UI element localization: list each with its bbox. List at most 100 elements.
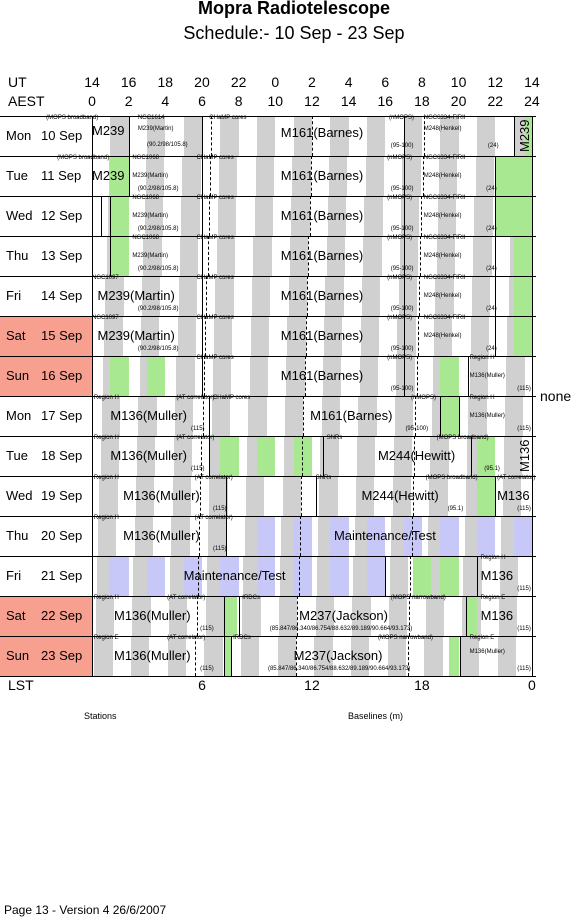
ut-tick: 2	[308, 74, 316, 90]
lst-dash	[302, 436, 304, 476]
aest-tick: 2	[124, 93, 133, 109]
lst-dash	[201, 436, 203, 476]
schedule-label: (115)	[517, 386, 531, 392]
lst-dash	[310, 156, 312, 196]
schedule-label: (AT correlator)	[167, 595, 206, 601]
schedule-label: (MOPS broadband)	[57, 155, 110, 161]
shading-band	[105, 276, 124, 316]
row-divider	[0, 196, 536, 197]
schedule-label: CHaMP cores	[196, 155, 234, 161]
colored-band	[110, 196, 129, 236]
shading-band	[397, 316, 416, 356]
colored-band	[220, 556, 239, 596]
aest-tick: 18	[414, 93, 430, 109]
shading-band	[211, 396, 231, 436]
shading-band	[142, 276, 161, 316]
shading-band	[137, 436, 156, 476]
shading-band	[463, 556, 482, 596]
shading-band	[392, 476, 411, 516]
day-label: Mon 17 Sep	[2, 396, 92, 436]
lst-dash	[311, 116, 313, 156]
schedule-label: M244(Hewitt)	[377, 448, 456, 463]
schedule-label: CHaMP cores	[196, 235, 234, 241]
shading-band	[320, 436, 339, 476]
lst-dash	[205, 316, 207, 356]
schedule-label: CHaMP cores	[212, 395, 251, 401]
schedule-label: CHaMP cores	[209, 115, 247, 121]
schedule-label: (115)	[517, 666, 531, 672]
shading-band	[212, 356, 232, 396]
shading-band	[208, 516, 227, 556]
shading-band	[388, 596, 408, 636]
schedule-label: (115)	[200, 626, 214, 632]
schedule-label: CHaMP cores	[196, 275, 234, 281]
lst-dash	[196, 596, 198, 636]
day-of-week: Tue	[6, 448, 28, 463]
row-divider	[0, 276, 536, 277]
day-of-week: Wed	[6, 208, 33, 223]
colored-band	[183, 556, 202, 596]
colored-band	[495, 196, 514, 236]
lst-dash	[209, 156, 211, 196]
shading-band	[254, 196, 273, 236]
none-label: none	[540, 388, 572, 404]
shading-band	[146, 116, 166, 156]
schedule-label: (115)	[517, 426, 531, 432]
block-separator	[322, 436, 324, 476]
schedule-label: CHaMP cores	[196, 195, 234, 201]
shading-band	[293, 116, 312, 156]
shading-band	[402, 156, 421, 196]
lst-tick: 6	[198, 677, 206, 693]
lst-dash	[195, 636, 197, 676]
shading-band	[138, 396, 157, 436]
lst-tick: 18	[414, 677, 430, 693]
shading-band	[104, 316, 123, 356]
shading-band	[177, 316, 196, 356]
lst-dash	[298, 556, 300, 596]
schedule-label: M248(Henkel)	[423, 333, 462, 339]
schedule-label: M248(Henkel)	[423, 213, 462, 219]
shading-band	[352, 596, 371, 636]
colored-band	[440, 556, 459, 596]
shading-band	[98, 516, 117, 556]
schedule-label: NGC1068	[132, 235, 159, 241]
shading-band	[469, 356, 488, 396]
schedule-label: M136(Muller)	[123, 528, 200, 543]
lst-dash	[199, 516, 201, 556]
shading-band	[282, 476, 301, 516]
shading-band	[132, 596, 151, 636]
shading-band	[292, 156, 311, 196]
shading-band	[181, 196, 200, 236]
colored-band	[403, 516, 422, 556]
shading-band	[94, 636, 113, 676]
aest-tick: 12	[304, 93, 320, 109]
block-separator	[440, 396, 442, 436]
block-separator	[128, 156, 130, 196]
schedule-label: Region H	[93, 595, 119, 601]
row-divider	[0, 316, 536, 317]
ut-tick: 12	[487, 74, 504, 90]
block-separator	[403, 116, 405, 156]
ut-tick: 18	[157, 74, 174, 90]
colored-band	[330, 516, 349, 556]
weekend-cell	[0, 636, 92, 676]
schedule-label: M239	[92, 168, 125, 183]
day-label: Thu 13 Sep	[2, 236, 92, 276]
shading-band	[468, 396, 487, 436]
shading-band	[437, 196, 457, 236]
schedule-label: M239(Martin)	[132, 253, 168, 259]
page-subtitle: Schedule:- 10 Sep - 23 Sep	[183, 23, 405, 43]
shading-band	[387, 636, 406, 676]
lst-dash	[415, 396, 417, 436]
day-of-week: Fri	[6, 288, 22, 303]
row-divider	[0, 556, 536, 557]
schedule-label: (115)	[212, 546, 227, 552]
grid-right-border	[531, 116, 533, 676]
schedule-label: NGC6334-FIRII	[423, 115, 466, 121]
colored-band	[256, 556, 276, 596]
block-separator	[201, 316, 203, 356]
schedule-label: NGC6334-FIRII	[423, 155, 466, 161]
schedule-label: (nMOPS)	[387, 235, 413, 241]
colored-band	[293, 556, 312, 596]
block-separator	[495, 196, 497, 236]
